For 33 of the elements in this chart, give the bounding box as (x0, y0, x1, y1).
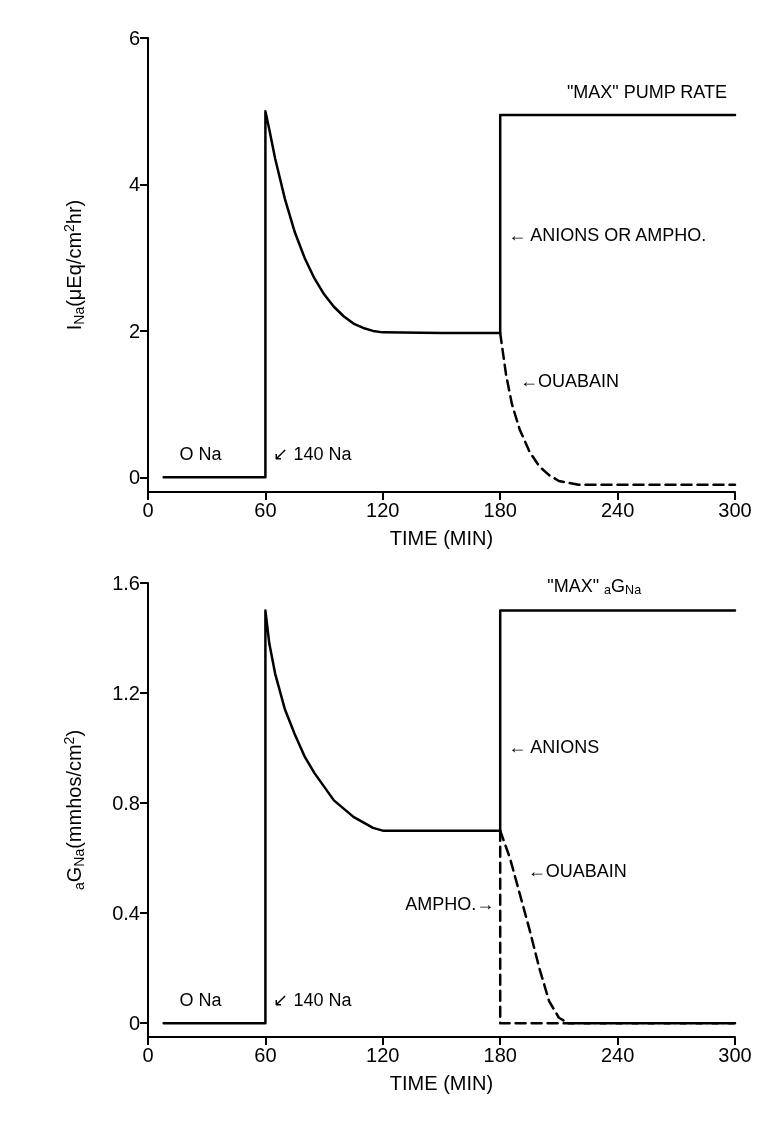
x-tick-label: 120 (366, 499, 400, 521)
annotation: O Na (179, 990, 223, 1011)
y-tick-label: 1.2 (112, 682, 140, 705)
annotation: O Na (179, 444, 223, 465)
y-tick-label: 1.6 (112, 572, 140, 594)
annotation: ← ANIONS (508, 737, 600, 758)
x-tick-label: 60 (254, 1044, 277, 1066)
y-tick-label: 0.8 (112, 792, 140, 815)
annotation: ←OUABAIN (527, 860, 627, 881)
annotation: ← ANIONS OR AMPHO. (508, 224, 707, 245)
y-tick-label: 4 (128, 173, 140, 196)
x-axis-title: TIME (MIN) (389, 1072, 494, 1094)
x-tick-label: 60 (254, 499, 277, 521)
annotation: ←OUABAIN (519, 371, 619, 392)
x-tick-label: 0 (142, 1044, 154, 1066)
x-tick-label: 240 (600, 499, 635, 521)
x-tick-label: 180 (483, 1044, 517, 1066)
y-tick-label: 6 (128, 27, 140, 49)
y-tick-label: 0.4 (112, 902, 140, 925)
x-tick-label: 0 (142, 499, 154, 521)
x-tick-label: 180 (483, 499, 517, 521)
annotation: ↙ 140 Na (273, 444, 353, 465)
x-tick-label: 120 (366, 1044, 400, 1066)
y-tick-label: 0 (128, 1012, 140, 1035)
x-axis-title: TIME (MIN) (389, 527, 494, 549)
annotation: "MAX" PUMP RATE (566, 81, 728, 102)
y-tick-label: 0 (128, 466, 140, 489)
x-tick-label: 300 (718, 1044, 752, 1066)
annotation: ↙ 140 Na (273, 990, 353, 1011)
y-tick-label: 2 (128, 319, 140, 342)
annotation: AMPHO.→ (405, 893, 495, 914)
x-tick-label: 240 (600, 1044, 635, 1066)
x-tick-label: 300 (718, 499, 752, 521)
